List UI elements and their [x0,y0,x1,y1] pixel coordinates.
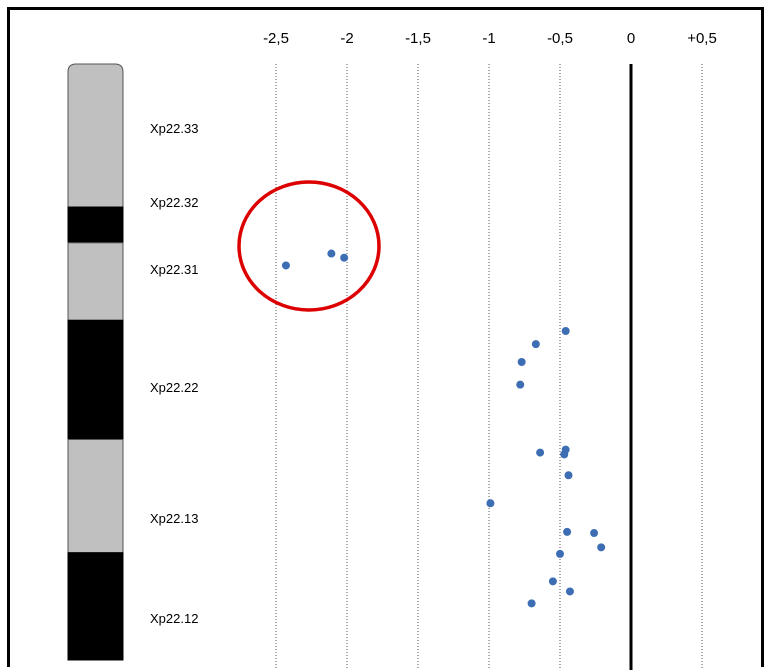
highlight-circle [237,180,381,312]
x-tick-label: +0,5 [687,30,717,47]
data-point [556,549,564,558]
band-label: Xp22.22 [150,380,198,395]
band-label: Xp22.33 [150,121,198,136]
gridlines [275,64,703,670]
data-point [565,587,574,596]
data-point [517,358,526,366]
band-label: Xp22.12 [150,611,198,626]
chromosome-ideogram [67,63,124,661]
x-tick-label: -2,5 [263,30,289,47]
ideogram-band [67,438,124,554]
data-point [563,527,572,536]
data-point [281,261,290,270]
x-tick-label: 0 [627,30,635,47]
data-point [561,327,570,336]
x-tick-label: -2 [340,30,353,47]
x-tick-label: -1,5 [405,30,431,47]
ideogram-band [67,206,124,244]
band-labels: Xp22.33 Xp22.32 Xp22.31 Xp22.22 Xp22.13 Xp22.… [150,121,198,626]
data-point [531,340,540,349]
chart-frame: -2,5 -2 -1,5 -1 -0,5 0 +0,5 Xp22.33 Xp22.32 Xp22… [7,7,764,670]
ideogram-band [67,552,124,661]
data-point [590,529,599,538]
band-label: Xp22.32 [150,195,198,210]
data-point [597,543,606,552]
x-tick-label: -1 [482,30,495,47]
x-tick-labels: -2,5 -2 -1,5 -1 -0,5 0 +0,5 [263,30,717,47]
data-point [548,577,557,586]
band-label: Xp22.13 [150,511,198,526]
data-point [560,450,569,459]
scatter-chart: -2,5 -2 -1,5 -1 -0,5 0 +0,5 Xp22.33Xp22.32Xp22… [67,30,717,670]
data-point [327,249,336,258]
data-point [486,499,495,508]
highlight-layer [237,180,381,312]
data-point [516,380,525,389]
ideogram-band [67,319,124,440]
data-point [527,599,536,608]
data-point [564,471,573,480]
data-points [281,249,606,608]
x-tick-label: -0,5 [547,30,573,47]
data-point [536,448,545,457]
data-point [340,253,349,262]
band-label: Xp22.31 [150,262,198,277]
ideogram-band [67,63,124,208]
ideogram-band [67,242,124,321]
